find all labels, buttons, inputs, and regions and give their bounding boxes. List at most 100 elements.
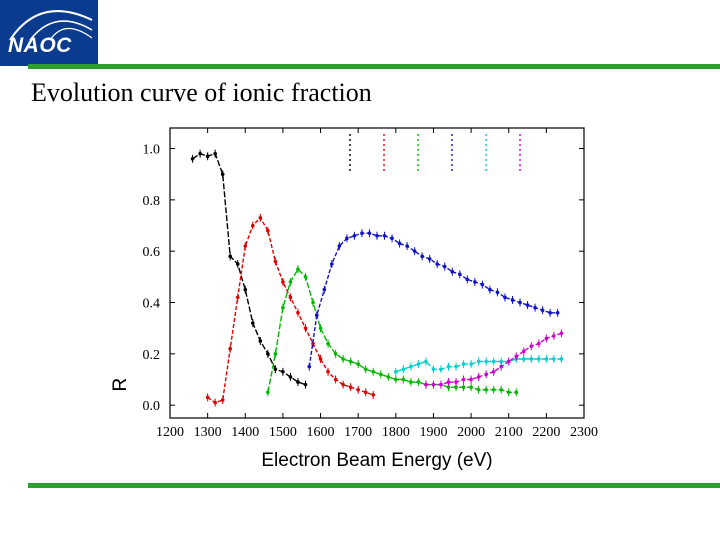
- data-point-1-21: [363, 390, 368, 395]
- data-point-2-32: [506, 390, 511, 395]
- data-point-5-18: [559, 331, 564, 336]
- data-point-0-0: [190, 156, 195, 161]
- data-point-3-12: [397, 241, 402, 246]
- data-point-2-17: [394, 377, 398, 382]
- data-point-4-2: [409, 364, 413, 369]
- data-point-4-20: [544, 357, 549, 361]
- data-point-5-15: [537, 341, 541, 346]
- top-divider: [28, 64, 720, 69]
- data-point-0-3: [213, 151, 217, 156]
- data-point-2-12: [356, 362, 360, 366]
- data-point-2-25: [454, 385, 458, 390]
- data-point-1-17: [333, 377, 338, 382]
- logo-arc-icon: [9, 10, 93, 41]
- data-point-5-12: [514, 354, 519, 359]
- y-tick-label-4: 0.8: [143, 194, 161, 209]
- data-point-3-22: [473, 280, 477, 284]
- data-point-2-15: [378, 372, 383, 377]
- data-point-5-7: [476, 375, 481, 379]
- data-point-2-31: [499, 387, 504, 392]
- data-point-3-28: [518, 300, 522, 305]
- data-point-1-2: [220, 398, 225, 402]
- x-tick-label-1800: 1800: [382, 425, 410, 440]
- data-point-4-17: [521, 357, 526, 361]
- data-point-2-18: [401, 377, 406, 382]
- data-point-3-16: [427, 257, 432, 261]
- data-point-3-2: [322, 287, 327, 292]
- data-point-0-2: [205, 154, 210, 159]
- data-point-2-24: [446, 385, 451, 390]
- data-point-2-1: [273, 352, 278, 356]
- data-point-4-12: [484, 359, 488, 364]
- ionic-fraction-chart: 1200 1300 1400 1500 1600 1700 1800 1900 2000 2100…: [110, 127, 598, 471]
- y-tick-label-0: 0.0: [143, 399, 161, 414]
- data-point-2-3: [288, 280, 293, 284]
- data-point-0-12: [281, 370, 285, 374]
- data-point-5-3: [446, 380, 451, 384]
- x-axis-label: Electron Beam Energy (eV): [261, 450, 492, 471]
- x-tick-label-1500: 1500: [269, 425, 297, 440]
- data-point-1-16: [326, 370, 330, 374]
- data-point-2-19: [409, 380, 413, 384]
- series-line-0: [192, 152, 306, 386]
- data-point-3-17: [435, 262, 440, 266]
- data-point-0-1: [198, 151, 202, 156]
- data-point-3-3: [330, 262, 334, 266]
- data-point-3-26: [503, 295, 507, 300]
- data-point-0-8: [251, 321, 255, 325]
- y-tick-label-1: 0.2: [143, 348, 161, 363]
- data-point-3-24: [488, 287, 492, 292]
- data-point-1-0: [205, 395, 210, 400]
- data-point-3-8: [367, 231, 372, 236]
- x-tick-label-2000: 2000: [457, 425, 485, 440]
- data-point-4-8: [454, 364, 458, 369]
- y-tick-label-5: 1.0: [143, 143, 161, 158]
- data-point-1-10: [281, 280, 285, 284]
- data-point-4-7: [446, 364, 451, 369]
- data-point-5-10: [499, 364, 504, 369]
- logo-text: NAOC: [8, 34, 72, 57]
- data-point-2-9: [333, 352, 338, 356]
- data-point-3-30: [533, 305, 537, 310]
- data-point-4-5: [431, 367, 436, 372]
- data-point-3-7: [360, 231, 364, 236]
- data-point-2-4: [296, 267, 300, 271]
- data-point-2-6: [311, 300, 315, 305]
- data-point-3-23: [480, 282, 485, 287]
- data-point-0-5: [228, 254, 233, 259]
- data-point-3-20: [458, 272, 462, 277]
- data-point-2-10: [341, 357, 345, 361]
- x-tick-label-2100: 2100: [495, 425, 523, 440]
- data-point-3-0: [307, 364, 312, 369]
- data-point-3-25: [495, 290, 500, 295]
- data-point-3-6: [352, 233, 357, 238]
- data-point-2-13: [363, 367, 368, 372]
- data-point-5-13: [521, 349, 526, 354]
- data-point-2-11: [348, 359, 353, 364]
- data-point-2-5: [303, 275, 308, 279]
- data-point-5-9: [491, 370, 496, 374]
- data-point-3-11: [390, 236, 394, 241]
- data-point-4-19: [537, 357, 541, 361]
- naoc-logo: NAOC: [0, 0, 98, 66]
- data-point-1-11: [288, 295, 293, 300]
- data-point-4-4: [424, 359, 428, 364]
- data-point-1-13: [303, 326, 308, 330]
- data-point-3-14: [412, 249, 417, 253]
- data-point-5-16: [544, 336, 549, 341]
- series-line-2: [267, 268, 517, 393]
- data-point-5-8: [484, 372, 488, 377]
- data-point-5-5: [461, 377, 466, 382]
- data-point-4-18: [529, 357, 534, 361]
- data-point-3-31: [540, 308, 545, 313]
- data-point-4-10: [469, 362, 473, 366]
- data-point-1-8: [266, 228, 270, 233]
- data-point-4-9: [461, 362, 466, 366]
- plot-frame: [169, 127, 585, 419]
- data-point-1-18: [341, 382, 345, 387]
- data-point-1-9: [273, 259, 278, 264]
- data-point-3-27: [510, 298, 515, 302]
- data-point-4-6: [439, 367, 443, 372]
- data-point-2-30: [491, 387, 496, 392]
- y-tick-label-2: 0.4: [143, 297, 161, 312]
